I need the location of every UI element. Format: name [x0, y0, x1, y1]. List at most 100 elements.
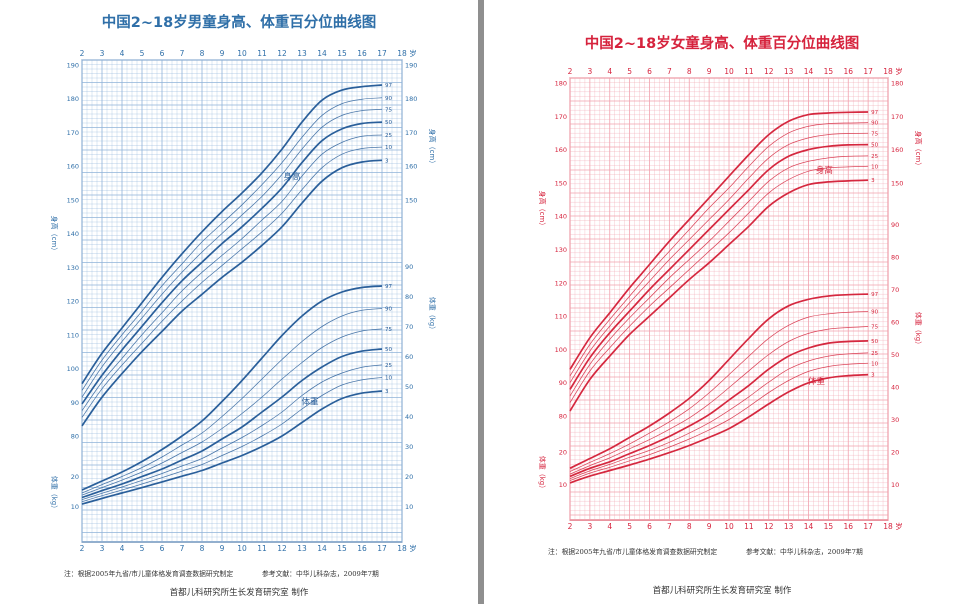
boys-weight-tick-left: 20 — [71, 473, 79, 481]
boys-height-tick-left: 170 — [67, 129, 79, 137]
boys-x-tick-label-top: 15 — [337, 49, 347, 58]
boys-height-tick-left: 110 — [67, 331, 79, 339]
girls-height-tick-left: 180 — [555, 80, 567, 88]
boys-x-tick-label-bottom: 3 — [100, 544, 105, 553]
girls-x-tick-label-top: 14 — [804, 67, 814, 76]
boys-x-tick-label-bottom: 15 — [337, 544, 347, 553]
boys-weight-curve-p50 — [81, 348, 383, 499]
boys-x-tick-label-bottom: 2 — [80, 544, 85, 553]
boys-x-tick-label-bottom: 13 — [297, 544, 307, 553]
boys-x-tick-label-bottom: 18 — [397, 544, 407, 553]
boys-height-curve-label: 身高 — [283, 172, 300, 183]
girls-x-tick-label-bottom: 10 — [724, 522, 734, 531]
girls-x-tick-label-bottom: 2 — [568, 522, 573, 531]
boys-x-tick-label-top: 11 — [257, 49, 267, 58]
boys-x-tick-label-top: 12 — [277, 49, 287, 58]
girls-height-tick-right: 150 — [891, 179, 903, 187]
boys-x-tick-label-top: 16 — [357, 49, 367, 58]
boys-x-tick-label-bottom: 10 — [237, 544, 247, 553]
girls-weight-curves: 97 90 75 50 25 10 3 — [569, 292, 879, 484]
girls-height-curve-p10 — [569, 165, 869, 403]
girls-height-curve-p75 — [569, 132, 869, 383]
boys-growth-chart: 2 2 3 3 4 4 5 5 6 6 7 7 8 8 9 9 10 10 11 11 12 12 13 13 14 14 15 15… — [50, 48, 437, 553]
boys-height-tick-left: 180 — [67, 95, 79, 103]
girls-x-tick-label-top: 13 — [784, 67, 794, 76]
boys-weight-axis-label-left: 体重（kg） — [50, 476, 59, 513]
girls-x-tick-label-top: 3 — [587, 67, 592, 76]
girls-height-curve-p3 — [569, 179, 869, 412]
girls-x-tick-label-bottom: 8 — [687, 522, 692, 531]
girls-height-tick-left: 160 — [555, 146, 567, 154]
boys-x-tick-label-top: 18 — [397, 49, 407, 58]
boys-x-tick-label-bottom: 9 — [220, 544, 225, 553]
girls-weight-curve-p50 — [569, 340, 869, 478]
girls-weight-tick-right: 40 — [891, 384, 899, 392]
girls-x-tick-label-top: 8 — [687, 67, 692, 76]
girls-x-unit-bottom: 岁 — [895, 521, 903, 531]
girls-weight-curve-p10 — [569, 362, 869, 481]
boys-height-tick-left: 80 — [71, 433, 79, 441]
girls-x-tick-label-top: 5 — [627, 67, 632, 76]
boys-weight-percentile-label: 90 — [385, 307, 392, 313]
boys-height-tick-right: 180 — [405, 95, 417, 103]
boys-x-tick-label-top: 10 — [237, 49, 247, 58]
boys-weight-tick-right: 70 — [405, 323, 413, 331]
boys-x-tick-label-top: 8 — [200, 49, 205, 58]
girls-weight-tick-left: 20 — [559, 449, 567, 457]
boys-weight-tick-left: 10 — [71, 503, 79, 511]
boys-credit: 首都儿科研究所生长发育研究室 制作 — [169, 588, 309, 598]
girls-x-tick-label-bottom: 7 — [667, 522, 672, 531]
girls-x-tick-label-bottom: 17 — [863, 522, 873, 531]
boys-weight-percentile-label: 3 — [385, 389, 389, 395]
girls-x-tick-label-bottom: 15 — [824, 522, 834, 531]
boys-reference-note: 参考文献：中华儿科杂志，2009年7期 — [262, 570, 379, 578]
boys-x-tick-label-bottom: 11 — [257, 544, 267, 553]
girls-x-tick-label-top: 10 — [724, 67, 734, 76]
girls-height-curve-label: 身高 — [816, 165, 833, 176]
boys-weight-tick-right: 20 — [405, 473, 413, 481]
boys-height-percentile-label: 10 — [385, 145, 392, 151]
boys-weight-tick-right: 90 — [405, 263, 413, 271]
girls-height-percentile-label: 10 — [871, 164, 878, 170]
boys-height-curve-p25 — [81, 134, 383, 411]
girls-weight-tick-right: 10 — [891, 481, 899, 489]
boys-x-tick-label-top: 4 — [120, 49, 125, 58]
boys-x-tick-label-bottom: 6 — [160, 544, 165, 553]
girls-weight-curve-p3 — [569, 373, 869, 484]
girls-weight-tick-right: 90 — [891, 221, 899, 229]
girls-x-tick-label-bottom: 6 — [647, 522, 652, 531]
boys-weight-curve-p90 — [81, 308, 383, 494]
girls-x-tick-label-top: 6 — [647, 67, 652, 76]
girls-height-curve-p97 — [569, 111, 869, 370]
girls-x-tick-label-top: 11 — [744, 67, 754, 76]
boys-x-tick-label-top: 5 — [140, 49, 145, 58]
girls-x-tick-label-top: 4 — [607, 67, 612, 76]
boys-height-curve-p97 — [81, 84, 383, 385]
girls-height-percentile-label: 75 — [871, 131, 878, 137]
boys-x-tick-label-top: 9 — [220, 49, 225, 58]
girls-chart-title: 中国2~18岁女童身高、体重百分位曲线图 — [584, 36, 860, 52]
boys-height-curve-p75 — [81, 108, 383, 398]
boys-height-percentile-label: 90 — [385, 96, 392, 102]
boys-height-tick-left: 100 — [67, 365, 79, 373]
girls-height-curve-p25 — [569, 155, 869, 397]
boys-x-tick-label-top: 6 — [160, 49, 165, 58]
boys-weight-axis-label-right: 体重（kg） — [428, 297, 437, 334]
girls-height-tick-left: 130 — [555, 246, 567, 254]
boys-height-tick-left: 150 — [67, 196, 79, 204]
boys-x-tick-label-bottom: 14 — [317, 544, 327, 553]
girls-height-tick-right: 160 — [891, 146, 903, 154]
boys-height-percentile-label: 3 — [385, 158, 389, 164]
boys-height-percentile-label: 75 — [385, 107, 392, 113]
boys-source-note: 注：根据2005年九省/市儿童体格发育调查数据研究制定 — [64, 570, 234, 578]
girls-height-tick-right: 180 — [891, 80, 903, 88]
girls-weight-percentile-label: 90 — [871, 310, 878, 316]
girls-x-tick-label-top: 15 — [824, 67, 834, 76]
girls-x-tick-label-bottom: 4 — [607, 522, 612, 531]
girls-reference-note: 参考文献：中华儿科杂志，2009年7期 — [746, 548, 863, 556]
girls-credit: 首都儿科研究所生长发育研究室 制作 — [652, 586, 792, 596]
boys-weight-curve-p10 — [81, 377, 383, 503]
girls-chart-page: 中国2~18岁女童身高、体重百分位曲线图 2 2 3 3 4 4 5 5 6 6 7 7 8 8 9 9 10 1… — [484, 0, 960, 604]
girls-height-percentile-label: 3 — [871, 178, 875, 184]
boys-x-tick-label-bottom: 17 — [377, 544, 387, 553]
